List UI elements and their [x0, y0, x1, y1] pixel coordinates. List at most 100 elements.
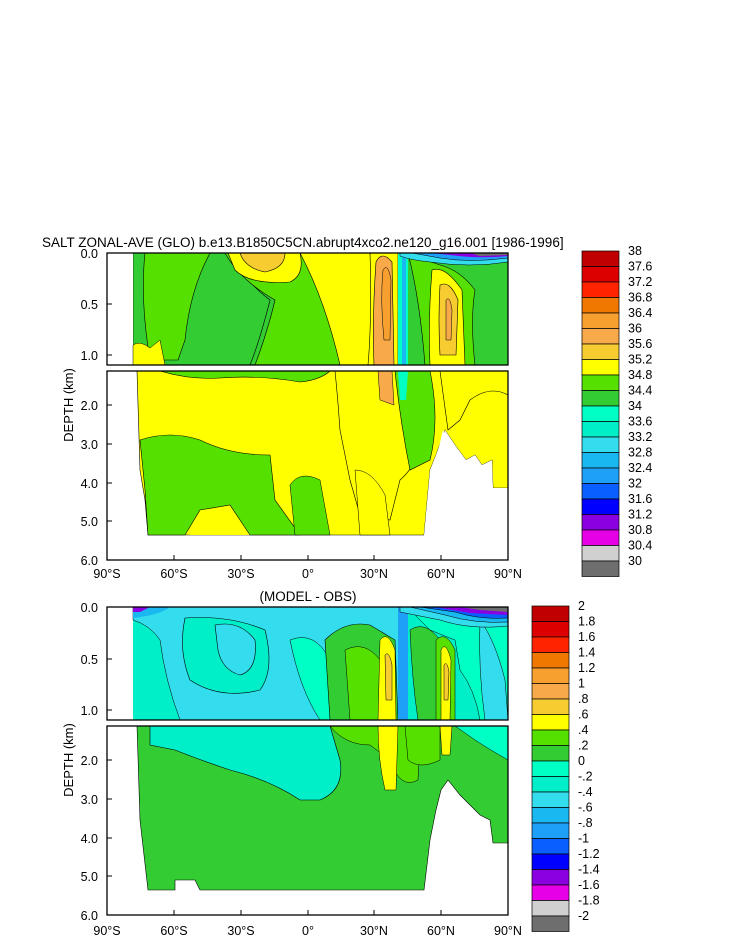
x-tick-label: 30°S	[227, 567, 254, 581]
x-tick-label: 60°N	[427, 567, 455, 581]
y-tick-label: 3.0	[81, 793, 98, 807]
y-tick-label: 4.0	[81, 477, 98, 491]
colorbar-swatch	[531, 605, 570, 622]
colorbar-label: 30.4	[628, 539, 652, 553]
salt-lower-field	[107, 371, 508, 560]
colorbar-swatch	[581, 297, 620, 314]
colorbar-label: .8	[578, 692, 588, 706]
colorbar-label: 33.2	[628, 430, 652, 444]
y-tick-label: 6.0	[81, 554, 98, 568]
colorbar-swatch	[531, 698, 570, 715]
colorbar-swatch	[531, 807, 570, 824]
colorbar-swatch	[581, 421, 620, 438]
y-tick-label: 2.0	[81, 754, 98, 768]
y-tick-label: 3.0	[81, 438, 98, 452]
colorbar-swatch	[531, 652, 570, 669]
colorbar-swatch	[581, 312, 620, 329]
y-tick-label: 6.0	[81, 909, 98, 923]
colorbar-label: 38	[628, 244, 642, 258]
y-tick-label: 5.0	[81, 870, 98, 884]
y-tick-label: 0.0	[81, 601, 98, 615]
colorbar-swatch	[581, 436, 620, 453]
colorbar-swatch	[531, 621, 570, 638]
x-tick-label: 60°N	[427, 924, 455, 938]
colorbar-swatch	[531, 900, 570, 917]
salt-upper-field	[107, 253, 508, 365]
colorbar-label: 36.4	[628, 306, 652, 320]
x-tick-label: 0°	[302, 924, 314, 938]
colorbar-label: -1.4	[578, 863, 600, 877]
colorbar-label: 34	[628, 399, 642, 413]
colorbar-label: 32.8	[628, 446, 652, 460]
diff-lower-field	[107, 726, 508, 915]
y-tick-label: 4.0	[81, 832, 98, 846]
colorbar-label: 34.8	[628, 368, 652, 382]
colorbar-swatch	[531, 683, 570, 700]
y-tick-label: 0.5	[81, 298, 98, 312]
colorbar-label: 33.6	[628, 415, 652, 429]
colorbar-label: 36	[628, 322, 642, 336]
colorbar-label: 1.4	[578, 646, 595, 660]
colorbar-label: 0	[578, 754, 585, 768]
colorbar-swatch	[531, 714, 570, 731]
y-tick-label: 1.0	[81, 349, 98, 363]
colorbar-swatch	[581, 359, 620, 376]
x-tick-label: 90°S	[93, 924, 120, 938]
x-tick-label: 0°	[302, 567, 314, 581]
colorbar-swatch	[581, 405, 620, 422]
y-axis-label: DEPTH (km)	[61, 368, 76, 442]
colorbar-label: .2	[578, 739, 588, 753]
colorbar-label: 30	[628, 554, 642, 568]
colorbar-label: 32	[628, 477, 642, 491]
x-tick-label: 90°S	[93, 567, 120, 581]
x-tick-label: 90°N	[494, 924, 522, 938]
colorbar-label: -1.6	[578, 878, 600, 892]
colorbar-swatch	[531, 869, 570, 886]
y-axis-bottom: 0.0 0.5 1.0 2.0 3.0 4.0 5.0 6.0	[81, 601, 112, 923]
colorbar-label: 37.2	[628, 275, 652, 289]
colorbar-label: .6	[578, 708, 588, 722]
x-tick-label: 30°S	[227, 924, 254, 938]
y-tick-label: 1.0	[81, 704, 98, 718]
colorbar-swatch	[531, 745, 570, 762]
y-tick-label: 0.5	[81, 653, 98, 667]
colorbar-swatch	[531, 667, 570, 684]
colorbar-label: 1.8	[578, 615, 595, 629]
colorbar-label: 34.4	[628, 384, 652, 398]
y-axis-top: 0.0 0.5 1.0 2.0 3.0 4.0 5.0 6.0	[81, 247, 112, 568]
colorbar-label: 35.6	[628, 337, 652, 351]
colorbar-swatch	[581, 498, 620, 515]
colorbar-swatch	[581, 514, 620, 531]
colorbar-swatch	[531, 838, 570, 855]
x-tick-label: 60°S	[160, 924, 187, 938]
colorbar-swatch	[581, 343, 620, 360]
panel-title: SALT ZONAL-AVE (GLO) b.e13.B1850C5CN.abr…	[42, 235, 564, 250]
colorbar-label: -.8	[578, 816, 593, 830]
y-tick-label: 5.0	[81, 515, 98, 529]
panel-title: (MODEL - OBS)	[259, 589, 356, 604]
colorbar-swatch	[531, 729, 570, 746]
colorbar-label: 1.2	[578, 661, 595, 675]
colorbar-swatch	[581, 390, 620, 407]
x-axis-bottom: 90°S 60°S 30°S 0° 30°N 60°N 90°N	[93, 910, 522, 938]
colorbar-label: -1.2	[578, 847, 600, 861]
colorbar-swatch	[581, 452, 620, 469]
colorbar-swatch	[581, 545, 620, 562]
x-tick-label: 60°S	[160, 567, 187, 581]
colorbar-label: -2	[578, 909, 589, 923]
colorbar-label: 37.6	[628, 260, 652, 274]
colorbar-swatch	[581, 467, 620, 484]
colorbar-swatch	[531, 884, 570, 901]
colorbar-label: 1.6	[578, 630, 595, 644]
colorbar-swatch	[531, 853, 570, 870]
colorbar-swatch	[581, 529, 620, 546]
x-tick-label: 90°N	[494, 567, 522, 581]
y-tick-label: 0.0	[81, 247, 98, 261]
colorbar-swatch	[581, 374, 620, 391]
colorbar-label: -1	[578, 832, 589, 846]
colorbar-label: 30.8	[628, 523, 652, 537]
colorbar-swatch	[531, 760, 570, 777]
colorbar-swatch	[581, 560, 620, 577]
